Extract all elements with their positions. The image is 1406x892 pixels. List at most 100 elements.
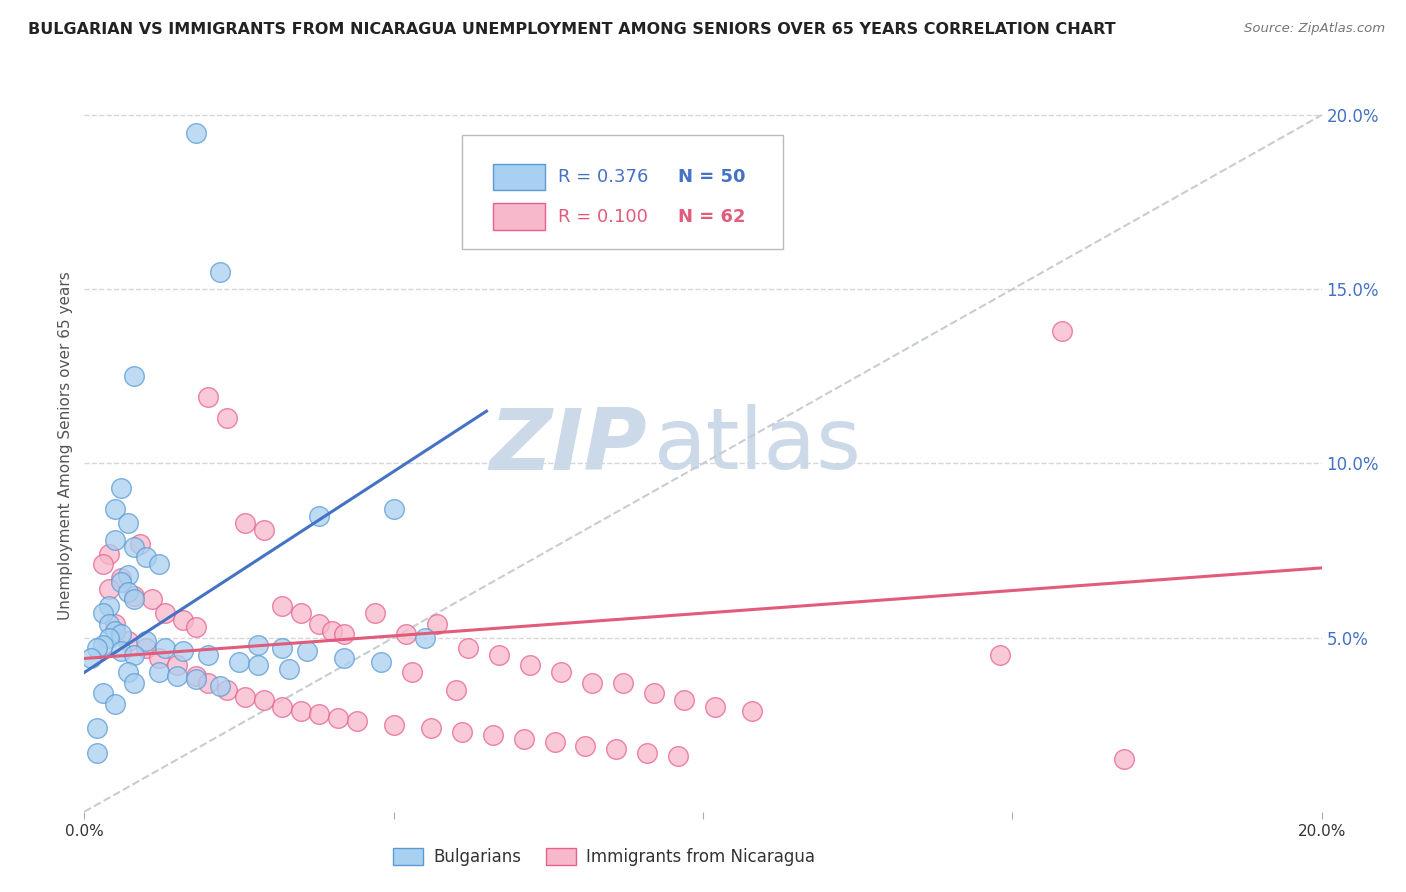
Point: [148, 558, 170, 572]
Point: [86, 721, 108, 735]
Point: [253, 693, 276, 707]
Point: [153, 640, 176, 655]
Point: [419, 721, 441, 735]
Point: [512, 731, 534, 746]
Point: [450, 724, 472, 739]
Text: atlas: atlas: [654, 404, 862, 488]
Point: [91, 686, 114, 700]
Point: [382, 717, 405, 731]
FancyBboxPatch shape: [492, 164, 544, 190]
Point: [172, 613, 194, 627]
Point: [91, 606, 114, 620]
Text: Source: ZipAtlas.com: Source: ZipAtlas.com: [1244, 22, 1385, 36]
Point: [209, 679, 232, 693]
Point: [228, 655, 250, 669]
Point: [581, 676, 603, 690]
Point: [308, 707, 330, 722]
Point: [184, 620, 207, 634]
Text: R = 0.100: R = 0.100: [558, 208, 648, 226]
Point: [308, 616, 330, 631]
Point: [333, 651, 356, 665]
Point: [166, 658, 188, 673]
FancyBboxPatch shape: [461, 136, 783, 249]
Point: [197, 676, 219, 690]
Point: [326, 711, 349, 725]
Point: [233, 516, 256, 530]
Point: [370, 655, 392, 669]
Point: [98, 599, 121, 614]
Point: [271, 700, 294, 714]
Point: [98, 631, 121, 645]
Point: [104, 616, 127, 631]
Point: [704, 700, 727, 714]
Point: [98, 616, 121, 631]
Point: [209, 265, 232, 279]
Point: [333, 627, 356, 641]
FancyBboxPatch shape: [492, 203, 544, 229]
Point: [197, 648, 219, 662]
Point: [215, 682, 238, 697]
Point: [117, 665, 139, 680]
Point: [290, 606, 312, 620]
Point: [110, 481, 132, 495]
Point: [197, 390, 219, 404]
Point: [290, 704, 312, 718]
Text: ZIP: ZIP: [489, 404, 647, 488]
Point: [253, 523, 276, 537]
Point: [86, 746, 108, 760]
Point: [550, 665, 572, 680]
Point: [401, 665, 423, 680]
Point: [110, 627, 132, 641]
Point: [122, 648, 145, 662]
Point: [1112, 752, 1135, 766]
Point: [395, 627, 418, 641]
Point: [110, 644, 132, 658]
Point: [135, 640, 157, 655]
Text: BULGARIAN VS IMMIGRANTS FROM NICARAGUA UNEMPLOYMENT AMONG SENIORS OVER 65 YEARS : BULGARIAN VS IMMIGRANTS FROM NICARAGUA U…: [28, 22, 1116, 37]
Text: N = 62: N = 62: [678, 208, 745, 226]
Point: [91, 638, 114, 652]
Point: [135, 550, 157, 565]
Text: N = 50: N = 50: [678, 168, 745, 186]
Point: [122, 676, 145, 690]
Point: [110, 571, 132, 585]
Point: [488, 648, 510, 662]
Point: [135, 634, 157, 648]
Point: [117, 585, 139, 599]
Point: [98, 547, 121, 561]
Point: [129, 536, 152, 550]
Point: [612, 676, 634, 690]
Point: [481, 728, 503, 742]
Point: [295, 644, 318, 658]
Point: [166, 669, 188, 683]
Point: [117, 634, 139, 648]
Point: [184, 673, 207, 687]
Point: [271, 599, 294, 614]
Point: [426, 616, 449, 631]
Text: R = 0.376: R = 0.376: [558, 168, 648, 186]
Point: [346, 714, 368, 728]
Point: [110, 574, 132, 589]
Point: [148, 651, 170, 665]
Point: [104, 624, 127, 638]
Point: [364, 606, 387, 620]
Point: [277, 662, 299, 676]
Point: [215, 411, 238, 425]
Y-axis label: Unemployment Among Seniors over 65 years: Unemployment Among Seniors over 65 years: [58, 272, 73, 620]
Point: [122, 592, 145, 607]
Point: [643, 686, 665, 700]
Point: [666, 749, 689, 764]
Point: [246, 658, 269, 673]
Point: [86, 640, 108, 655]
Point: [104, 533, 127, 547]
Point: [122, 369, 145, 384]
Point: [122, 589, 145, 603]
Point: [636, 746, 658, 760]
Point: [574, 739, 596, 753]
Point: [104, 501, 127, 516]
Point: [413, 631, 436, 645]
Point: [117, 516, 139, 530]
Point: [117, 567, 139, 582]
Point: [308, 508, 330, 523]
Point: [104, 697, 127, 711]
